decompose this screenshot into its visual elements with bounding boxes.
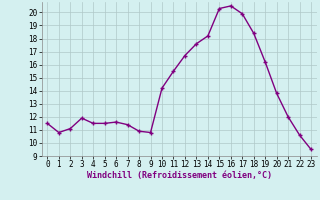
X-axis label: Windchill (Refroidissement éolien,°C): Windchill (Refroidissement éolien,°C) bbox=[87, 171, 272, 180]
